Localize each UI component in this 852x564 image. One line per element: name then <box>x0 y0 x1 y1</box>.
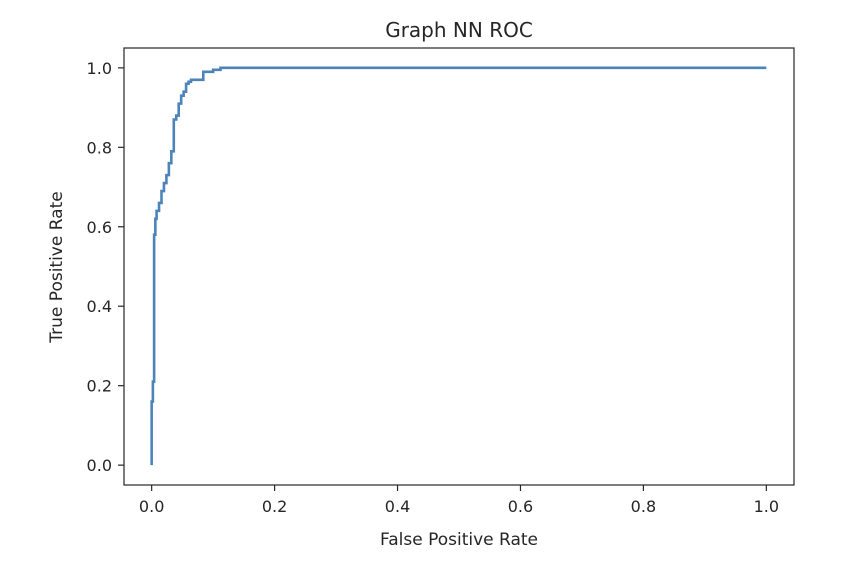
y-tick-label: 0.8 <box>87 138 112 157</box>
y-tick-label: 0.2 <box>87 377 112 396</box>
y-tick-label: 1.0 <box>87 59 112 78</box>
y-tick-label: 0.0 <box>87 456 112 475</box>
roc-curve-line <box>150 66 767 466</box>
y-axis-label: True Positive Rate <box>47 191 67 343</box>
x-tick-label: 0.2 <box>262 497 287 516</box>
x-axis-label: False Positive Rate <box>380 530 538 550</box>
x-tick-label: 0.6 <box>508 497 533 516</box>
y-tick-label: 0.6 <box>87 218 112 237</box>
axes: 0.0 0.2 0.4 0.6 0.8 1.0 0.0 0.2 0.4 0.6 0.8 1.0 <box>87 59 780 516</box>
chart-title: Graph NN ROC <box>385 18 533 42</box>
x-tick-label: 0.4 <box>385 497 410 516</box>
x-tick-label: 0.0 <box>139 497 164 516</box>
x-tick-label: 1.0 <box>754 497 779 516</box>
plot-frame <box>123 47 795 486</box>
y-tick-label: 0.4 <box>87 297 112 316</box>
x-tick-label: 0.8 <box>631 497 656 516</box>
